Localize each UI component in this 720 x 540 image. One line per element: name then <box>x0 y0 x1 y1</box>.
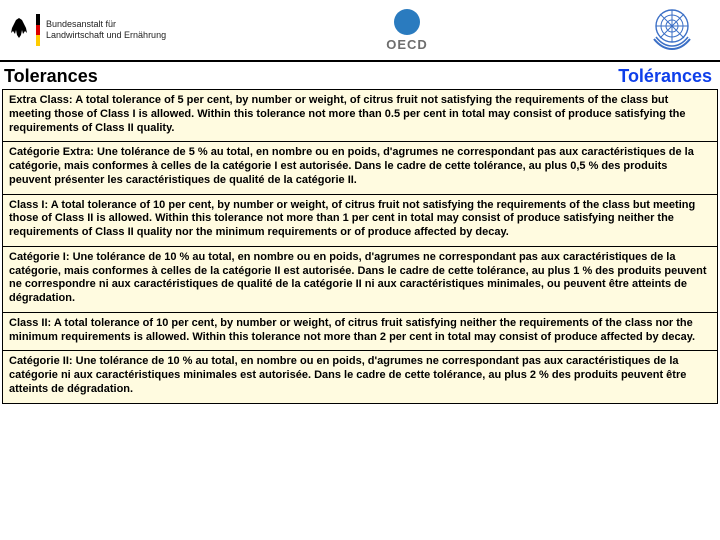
segment-class2-fr: Catégorie II: Une tolérance de 10 % au t… <box>3 351 717 402</box>
header-bar: Bundesanstalt für Landwirtschaft und Ern… <box>0 0 720 62</box>
eagle-icon <box>8 16 30 45</box>
title-french: Tolérances <box>618 66 712 87</box>
bund-line2: Landwirtschaft und Ernährung <box>46 30 166 41</box>
body: A total tolerance of 10 per cent, by num… <box>9 317 695 343</box>
logo-bundesanstalt: Bundesanstalt für Landwirtschaft und Ern… <box>8 14 166 46</box>
segment-class1-fr: Catégorie I: Une tolérance de 10 % au to… <box>3 247 717 313</box>
lead: Catégorie II: <box>9 355 73 367</box>
body: A total tolerance of 5 per cent, by numb… <box>9 94 686 134</box>
lead: Class II: <box>9 317 51 329</box>
bundesanstalt-label: Bundesanstalt für Landwirtschaft und Ern… <box>46 19 166 41</box>
oecd-label: OECD <box>386 37 428 52</box>
title-row: Tolerances Tolérances <box>0 62 720 89</box>
tolerances-box: Extra Class: A total tolerance of 5 per … <box>2 89 718 404</box>
lead: Extra Class: <box>9 94 73 106</box>
un-emblem-icon <box>648 5 696 56</box>
lead: Catégorie I: <box>9 251 70 263</box>
body: Une tolérance de 5 % au total, en nombre… <box>9 146 694 186</box>
segment-extra-fr: Catégorie Extra: Une tolérance de 5 % au… <box>3 142 717 194</box>
segment-class2-en: Class II: A total tolerance of 10 per ce… <box>3 313 717 352</box>
body: A total tolerance of 10 per cent, by num… <box>9 199 695 239</box>
lead: Catégorie Extra: <box>9 146 94 158</box>
title-english: Tolerances <box>4 66 98 87</box>
segment-class1-en: Class I: A total tolerance of 10 per cen… <box>3 195 717 247</box>
body: Une tolérance de 10 % au total, en nombr… <box>9 251 707 304</box>
segment-extra-en: Extra Class: A total tolerance of 5 per … <box>3 90 717 142</box>
bund-line1: Bundesanstalt für <box>46 19 166 30</box>
oecd-globe-icon <box>394 9 420 35</box>
lead: Class I: <box>9 199 48 211</box>
body: Une tolérance de 10 % au total, en nombr… <box>9 355 686 395</box>
german-flag-icon <box>36 14 40 46</box>
logo-un <box>648 5 696 56</box>
logo-oecd: OECD <box>386 9 428 52</box>
